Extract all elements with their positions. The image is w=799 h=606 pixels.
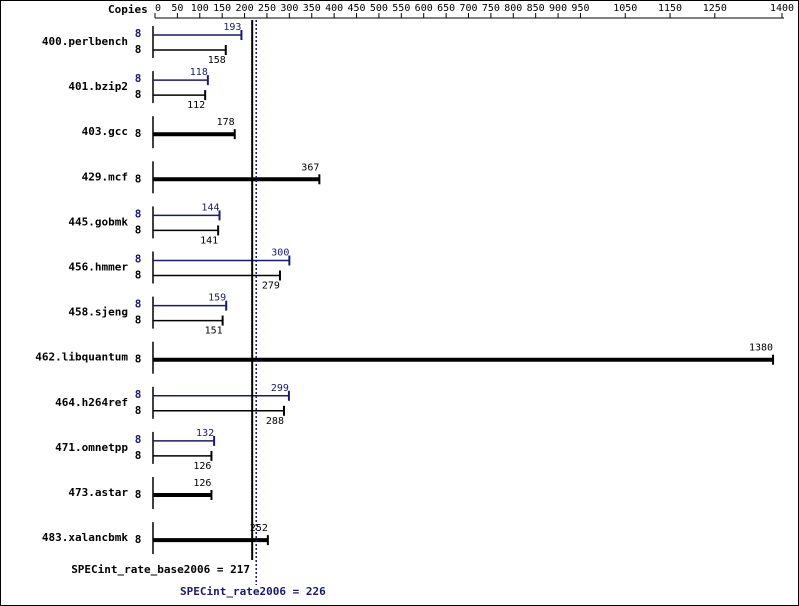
x-tick-label: 0 bbox=[155, 3, 161, 14]
x-tick-label: 700 bbox=[459, 3, 477, 14]
category-label: 464.h264ref bbox=[55, 396, 128, 409]
x-tick-label: 50 bbox=[171, 3, 183, 14]
copies-label: 8 bbox=[135, 207, 142, 220]
x-tick-label: 100 bbox=[191, 3, 209, 14]
category-label: 445.gobmk bbox=[68, 215, 128, 228]
x-tick-label: 150 bbox=[213, 3, 231, 14]
value-label: 126 bbox=[193, 478, 211, 489]
copies-label: 8 bbox=[135, 43, 142, 56]
reference-label: SPECint_rate_base2006 = 217 bbox=[71, 563, 250, 576]
value-label: 193 bbox=[223, 22, 241, 33]
category-label: 458.sjeng bbox=[68, 306, 128, 319]
x-tick-label: 350 bbox=[303, 3, 321, 14]
x-tick-label: 300 bbox=[280, 3, 298, 14]
x-tick-label: 550 bbox=[392, 3, 410, 14]
value-label: 118 bbox=[190, 67, 208, 78]
category-label: 401.bzip2 bbox=[68, 80, 128, 93]
copies-label: 8 bbox=[135, 298, 142, 311]
copies-label: 8 bbox=[135, 253, 142, 266]
value-label: 252 bbox=[250, 523, 268, 534]
x-tick-label: 200 bbox=[236, 3, 254, 14]
copies-label: 8 bbox=[135, 353, 142, 366]
value-label: 279 bbox=[262, 281, 280, 292]
copies-label: 8 bbox=[135, 223, 142, 236]
value-label: 1380 bbox=[749, 343, 773, 354]
value-label: 178 bbox=[217, 117, 235, 128]
value-label: 367 bbox=[301, 162, 319, 173]
copies-header: Copies bbox=[108, 3, 148, 16]
copies-label: 8 bbox=[135, 269, 142, 282]
category-label: 471.omnetpp bbox=[55, 441, 128, 454]
copies-label: 8 bbox=[135, 488, 142, 501]
copies-label: 8 bbox=[135, 314, 142, 327]
x-tick-label: 950 bbox=[571, 3, 589, 14]
value-label: 144 bbox=[201, 202, 219, 213]
x-tick-label: 900 bbox=[549, 3, 567, 14]
value-label: 151 bbox=[205, 326, 223, 337]
copies-label: 8 bbox=[135, 404, 142, 417]
value-label: 288 bbox=[266, 416, 284, 427]
copies-label: 8 bbox=[135, 433, 142, 446]
category-label: 483.xalancbmk bbox=[42, 531, 128, 544]
x-tick-label: 600 bbox=[415, 3, 433, 14]
reference-label: SPECint_rate2006 = 226 bbox=[180, 585, 326, 598]
category-label: 456.hmmer bbox=[68, 261, 128, 274]
x-tick-label: 1150 bbox=[658, 3, 682, 14]
x-tick-label: 650 bbox=[437, 3, 455, 14]
value-label: 158 bbox=[208, 55, 226, 66]
copies-label: 8 bbox=[135, 127, 142, 140]
copies-label: 8 bbox=[135, 72, 142, 85]
x-tick-label: 750 bbox=[482, 3, 500, 14]
value-label: 300 bbox=[271, 248, 289, 259]
copies-label: 8 bbox=[135, 533, 142, 546]
copies-label: 8 bbox=[135, 27, 142, 40]
x-tick-label: 1050 bbox=[613, 3, 637, 14]
value-label: 112 bbox=[187, 100, 205, 111]
x-tick-label: 850 bbox=[527, 3, 545, 14]
category-label: 462.libquantum bbox=[35, 351, 128, 364]
x-tick-label: 1400 bbox=[770, 3, 794, 14]
copies-label: 8 bbox=[135, 388, 142, 401]
category-label: 473.astar bbox=[68, 486, 128, 499]
x-tick-label: 250 bbox=[258, 3, 276, 14]
value-label: 159 bbox=[208, 293, 226, 304]
x-tick-label: 1250 bbox=[703, 3, 727, 14]
copies-label: 8 bbox=[135, 88, 142, 101]
copies-label: 8 bbox=[135, 172, 142, 185]
value-label: 141 bbox=[200, 235, 218, 246]
category-label: 403.gcc bbox=[82, 125, 128, 138]
copies-label: 8 bbox=[135, 449, 142, 462]
value-label: 299 bbox=[271, 383, 289, 394]
x-tick-label: 500 bbox=[370, 3, 388, 14]
x-tick-label: 450 bbox=[348, 3, 366, 14]
value-label: 132 bbox=[196, 428, 214, 439]
category-label: 400.perlbench bbox=[42, 35, 128, 48]
x-tick-label: 800 bbox=[504, 3, 522, 14]
x-tick-label: 400 bbox=[325, 3, 343, 14]
value-label: 126 bbox=[193, 461, 211, 472]
category-label: 429.mcf bbox=[82, 170, 128, 183]
